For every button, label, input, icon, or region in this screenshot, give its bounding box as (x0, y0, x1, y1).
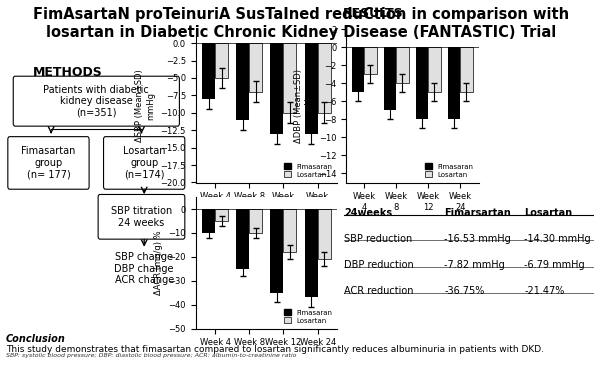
Bar (284, 209, 297, 252)
Text: -6.79 mmHg: -6.79 mmHg (524, 260, 585, 270)
Text: SBP titration
24 weeks: SBP titration 24 weeks (111, 206, 172, 228)
Bar (249, 209, 262, 233)
Bar (352, 47, 364, 92)
FancyBboxPatch shape (104, 137, 185, 189)
Bar (396, 47, 409, 83)
Bar (284, 43, 297, 113)
Text: RESULTS: RESULTS (343, 7, 403, 20)
Text: Losartan: Losartan (524, 208, 573, 218)
Bar (384, 47, 396, 110)
Bar (249, 43, 262, 92)
Text: Conclusion: Conclusion (6, 334, 66, 344)
Text: -16.53 mmHg: -16.53 mmHg (444, 234, 511, 244)
Bar (416, 47, 429, 119)
Bar (237, 43, 249, 120)
Bar (318, 209, 330, 259)
Bar (364, 47, 376, 74)
Text: SBP: systolic blood pressure; DBP: diastolic blood pressure; ACR: albumin-to-cre: SBP: systolic blood pressure; DBP: diast… (6, 353, 297, 358)
Bar (270, 209, 284, 293)
Legend: Fimasaran, Losartan: Fimasaran, Losartan (424, 162, 475, 179)
Legend: Fimasaran, Losartan: Fimasaran, Losartan (282, 162, 334, 179)
Bar (461, 47, 473, 92)
Bar (448, 47, 461, 119)
Y-axis label: ΔDBP (Mean±SD)
mmHg: ΔDBP (Mean±SD) mmHg (294, 69, 314, 143)
Y-axis label: ΔACR (mg/g) %: ΔACR (mg/g) % (154, 230, 163, 295)
Text: Fimasartan
group
(n= 177): Fimasartan group (n= 177) (21, 146, 76, 180)
Bar (429, 47, 441, 92)
Bar (202, 209, 215, 233)
Text: Patients with diabetic
kidney disease
(n=351): Patients with diabetic kidney disease (n… (43, 85, 149, 118)
Text: ACR reduction: ACR reduction (344, 287, 414, 296)
Y-axis label: ΔSBP (Mean±SD)
mmHg: ΔSBP (Mean±SD) mmHg (135, 69, 155, 142)
Bar (215, 43, 228, 78)
Bar (237, 209, 249, 269)
Text: FimAsartaN proTeinuriA SusTaIned reduCtion in comparison with
losartan in Diabet: FimAsartaN proTeinuriA SusTaIned reduCti… (33, 7, 569, 40)
FancyBboxPatch shape (98, 195, 185, 239)
Bar (215, 209, 228, 221)
Text: This study demonstrates that fimasartan compared to losartan significantly reduc: This study demonstrates that fimasartan … (6, 345, 544, 354)
Legend: Fimasaran, Losartan: Fimasaran, Losartan (282, 308, 334, 325)
Bar (305, 43, 318, 134)
Bar (305, 209, 318, 297)
Text: Fimarsartan: Fimarsartan (444, 208, 511, 218)
Bar (318, 43, 330, 113)
Text: -21.47%: -21.47% (524, 287, 565, 296)
Bar (202, 43, 215, 99)
Bar (270, 43, 284, 134)
Text: METHODS: METHODS (33, 66, 103, 79)
Text: -14.30 mmHg: -14.30 mmHg (524, 234, 591, 244)
Text: Losartan
group
(n=174): Losartan group (n=174) (123, 146, 166, 180)
Text: DBP reduction: DBP reduction (344, 260, 414, 270)
Text: SBP reduction: SBP reduction (344, 234, 412, 244)
FancyBboxPatch shape (13, 76, 179, 126)
Text: -7.82 mmHg: -7.82 mmHg (444, 260, 505, 270)
Text: 24weeks: 24weeks (344, 208, 393, 218)
FancyBboxPatch shape (8, 137, 89, 189)
Text: SBP change
DBP change
ACR change: SBP change DBP change ACR change (114, 252, 174, 285)
Text: -36.75%: -36.75% (444, 287, 485, 296)
